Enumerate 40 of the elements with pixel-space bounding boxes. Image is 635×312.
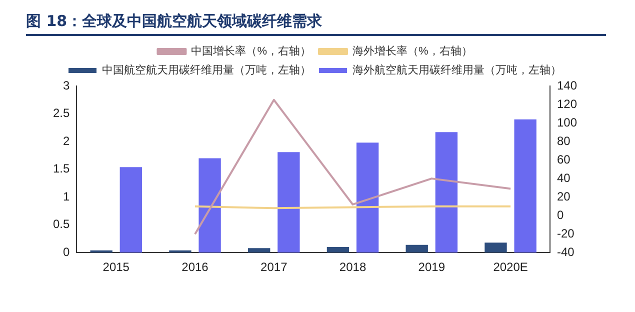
y-tick-label: 2.5: [52, 106, 70, 120]
bar: [326, 247, 350, 253]
y2-tick-label: 40: [556, 170, 571, 185]
y-tick-label: 2: [62, 134, 70, 148]
y2-tick-label: 60: [556, 152, 571, 166]
legend-label: 中国增长率（%，右轴）: [191, 44, 311, 58]
x-tick-label: 2017: [260, 260, 288, 274]
y-tick-label: 1: [62, 189, 70, 204]
x-tick-label: 2015: [102, 260, 130, 274]
bar: [514, 119, 536, 253]
bar: [248, 248, 270, 253]
y2-tick-label: 120: [556, 96, 578, 111]
bar: [484, 242, 507, 253]
bar: [356, 142, 379, 253]
chart-title: 图 18：全球及中国航空航天领域碳纤维需求: [26, 12, 606, 36]
bar: [198, 158, 221, 253]
y2-tick-label: 0: [556, 208, 564, 222]
bar: [406, 244, 428, 253]
y2-tick-label: 100: [556, 115, 578, 130]
y-tick-label: 3: [62, 78, 70, 92]
y2-tick-label: -40: [556, 244, 575, 259]
y-tick-label: 1.5: [52, 162, 70, 176]
legend-label: 海外航空航天用碳纤维用量（万吨，左轴）: [352, 64, 562, 77]
bar: [169, 250, 192, 253]
x-tick-label: 2016: [182, 260, 209, 274]
x-tick-label: 2020E: [493, 260, 528, 274]
y2-tick-label: 20: [556, 189, 571, 204]
y-tick-label: 0: [62, 244, 70, 259]
legend-label: 海外增长率（%，右轴）: [352, 44, 472, 58]
bar: [90, 250, 112, 253]
bar: [435, 132, 458, 253]
legend-label: 中国航空航天用碳纤维用量（万吨，左轴）: [102, 64, 311, 77]
x-tick-label: 2019: [418, 260, 446, 274]
y2-tick-label: -20: [556, 226, 575, 240]
bar: [120, 167, 142, 253]
y-tick-label: 0.5: [52, 217, 70, 232]
bar: [278, 152, 300, 253]
x-tick-label: 2018: [339, 260, 366, 274]
y2-tick-label: 80: [556, 134, 571, 148]
y2-tick-label: 140: [556, 78, 578, 92]
